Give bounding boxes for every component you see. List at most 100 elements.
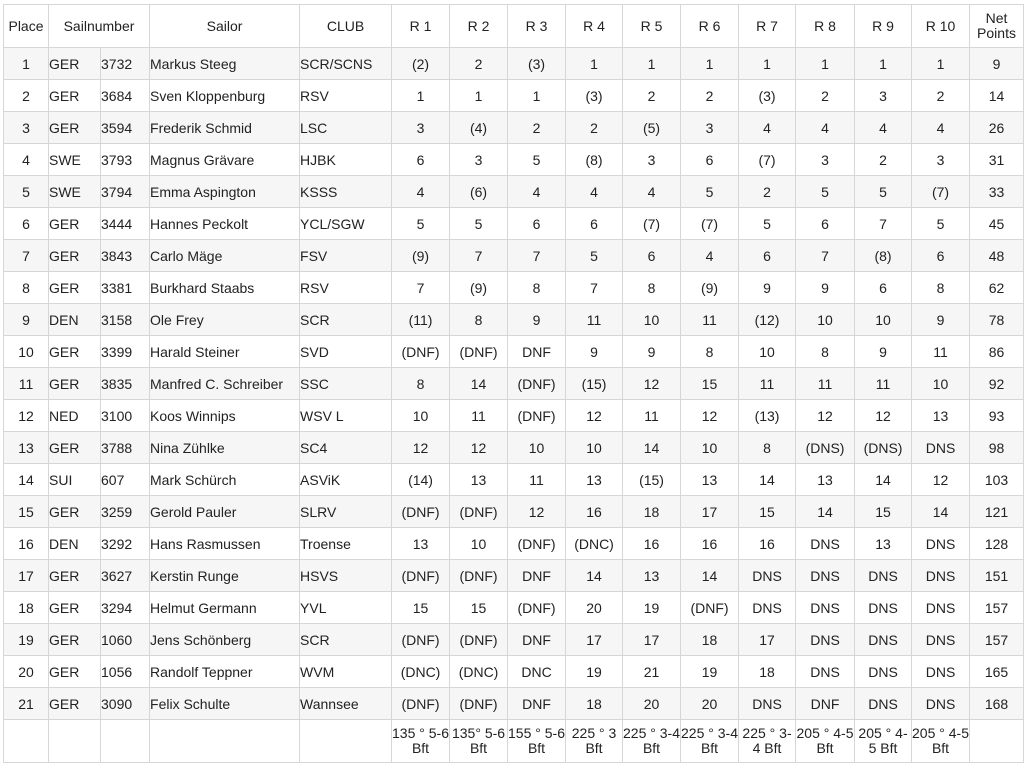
net-points-cell: 157 bbox=[969, 623, 1024, 656]
race-10-cell: DNS bbox=[911, 623, 971, 656]
race-5-cell: 10 bbox=[622, 303, 682, 336]
net-points-cell: 45 bbox=[969, 207, 1024, 240]
race-10-cell: 4 bbox=[911, 111, 971, 144]
header-race-5: R 5 bbox=[622, 4, 682, 48]
place-cell: 15 bbox=[3, 495, 49, 528]
race-10-cell: DNS bbox=[911, 431, 971, 464]
place-cell: 6 bbox=[3, 207, 49, 240]
race-8-cell: 2 bbox=[795, 79, 856, 112]
race-8-cell: 1 bbox=[795, 47, 856, 80]
club-cell: SC4 bbox=[299, 431, 393, 464]
race-10-cell: DNS bbox=[911, 655, 971, 688]
footer-spacer bbox=[299, 719, 393, 763]
race-9-cell: 12 bbox=[854, 399, 913, 432]
race-10-cell: 12 bbox=[911, 463, 971, 496]
sail-number-cell: 3294 bbox=[99, 591, 151, 624]
country-cell: GER bbox=[48, 559, 101, 592]
race-8-cell: DNS bbox=[795, 623, 856, 656]
country-cell: GER bbox=[48, 623, 101, 656]
race-3-cell: DNF bbox=[507, 687, 567, 720]
race-4-cell: 7 bbox=[565, 271, 624, 304]
race-5-cell: 1 bbox=[622, 47, 682, 80]
place-cell: 12 bbox=[3, 399, 49, 432]
footer-spacer bbox=[3, 719, 49, 763]
place-cell: 1 bbox=[3, 47, 49, 80]
race-6-cell: (9) bbox=[680, 271, 740, 304]
club-cell: SVD bbox=[299, 335, 393, 368]
net-points-cell: 9 bbox=[969, 47, 1024, 80]
club-cell: SCR/SCNS bbox=[299, 47, 393, 80]
sailor-cell: Hannes Peckolt bbox=[149, 207, 301, 240]
net-points-cell: 31 bbox=[969, 143, 1024, 176]
table-row: 19 GER 1060 Jens Schönberg SCR (DNF) (DNF) DNF 1… bbox=[3, 623, 1024, 656]
race-2-cell: 14 bbox=[449, 367, 509, 400]
sailor-cell: Manfred C. Schreiber bbox=[149, 367, 301, 400]
race-7-cell: DNS bbox=[738, 591, 797, 624]
race-6-cell: 6 bbox=[680, 143, 740, 176]
club-cell: RSV bbox=[299, 271, 393, 304]
race-9-cell: 10 bbox=[854, 303, 913, 336]
race-10-cell: 8 bbox=[911, 271, 971, 304]
race-2-cell: (DNF) bbox=[449, 559, 509, 592]
race-9-cell: 7 bbox=[854, 207, 913, 240]
race-3-cell: 4 bbox=[507, 175, 567, 208]
country-cell: DEN bbox=[48, 527, 101, 560]
race-3-cell: 5 bbox=[507, 143, 567, 176]
race-5-cell: (5) bbox=[622, 111, 682, 144]
sailor-cell: Carlo Mäge bbox=[149, 239, 301, 272]
country-cell: GER bbox=[48, 495, 101, 528]
sailor-cell: Magnus Grävare bbox=[149, 143, 301, 176]
race-4-cell: 20 bbox=[565, 591, 624, 624]
race-10-cell: 9 bbox=[911, 303, 971, 336]
race-7-cell: (3) bbox=[738, 79, 797, 112]
race-4-conditions: 225 ° 3 Bft bbox=[565, 719, 624, 763]
country-cell: GER bbox=[48, 687, 101, 720]
country-cell: GER bbox=[48, 47, 101, 80]
race-6-cell: 12 bbox=[680, 399, 740, 432]
race-2-cell: (6) bbox=[449, 175, 509, 208]
header-sailnumber: Sailnumber bbox=[47, 4, 151, 48]
race-6-cell: 5 bbox=[680, 175, 740, 208]
race-3-cell: 9 bbox=[507, 303, 567, 336]
race-4-cell: 14 bbox=[565, 559, 624, 592]
race-2-cell: 13 bbox=[449, 463, 509, 496]
race-5-cell: 21 bbox=[622, 655, 682, 688]
place-cell: 5 bbox=[3, 175, 49, 208]
race-1-cell: (2) bbox=[391, 47, 451, 80]
race-7-cell: 18 bbox=[738, 655, 797, 688]
race-4-cell: 12 bbox=[565, 399, 624, 432]
race-3-cell: 10 bbox=[507, 431, 567, 464]
sailor-cell: Frederik Schmid bbox=[149, 111, 301, 144]
race-10-cell: 1 bbox=[911, 47, 971, 80]
table-row: 5 SWE 3794 Emma Aspington KSSS 4 (6) 4 4 4 5 2 5 5 (7)… bbox=[3, 175, 1024, 208]
race-2-cell: 15 bbox=[449, 591, 509, 624]
table-row: 7 GER 3843 Carlo Mäge FSV (9) 7 7 5 6 4 6 7 (8) 6 48 bbox=[3, 239, 1024, 272]
country-cell: GER bbox=[48, 335, 101, 368]
sail-number-cell: 3594 bbox=[99, 111, 151, 144]
race-5-cell: 16 bbox=[622, 527, 682, 560]
sail-number-cell: 3381 bbox=[99, 271, 151, 304]
race-9-cell: DNS bbox=[854, 655, 913, 688]
net-points-cell: 157 bbox=[969, 591, 1024, 624]
table-row: 3 GER 3594 Frederik Schmid LSC 3 (4) 2 2 (5) 3 4 4 4 4… bbox=[3, 111, 1024, 144]
race-8-cell: DNS bbox=[795, 559, 856, 592]
table-row: 1 GER 3732 Markus Steeg SCR/SCNS (2) 2 (3) 1 1 1 1 1… bbox=[3, 47, 1024, 80]
sail-number-cell: 3090 bbox=[99, 687, 151, 720]
race-9-cell: DNS bbox=[854, 687, 913, 720]
race-8-cell: 11 bbox=[795, 367, 856, 400]
race-3-conditions: 155 ° 5-6 Bft bbox=[507, 719, 567, 763]
race-3-cell: (DNF) bbox=[507, 399, 567, 432]
race-10-cell: 14 bbox=[911, 495, 971, 528]
club-cell: HSVS bbox=[299, 559, 393, 592]
place-cell: 4 bbox=[3, 143, 49, 176]
club-cell: LSC bbox=[299, 111, 393, 144]
race-1-cell: 10 bbox=[391, 399, 451, 432]
race-5-cell: 9 bbox=[622, 335, 682, 368]
race-6-cell: 13 bbox=[680, 463, 740, 496]
race-2-conditions: 135° 5-6 Bft bbox=[449, 719, 509, 763]
race-3-cell: 6 bbox=[507, 207, 567, 240]
country-cell: SUI bbox=[48, 463, 101, 496]
race-10-cell: (7) bbox=[911, 175, 971, 208]
race-9-cell: 3 bbox=[854, 79, 913, 112]
race-7-cell: (13) bbox=[738, 399, 797, 432]
